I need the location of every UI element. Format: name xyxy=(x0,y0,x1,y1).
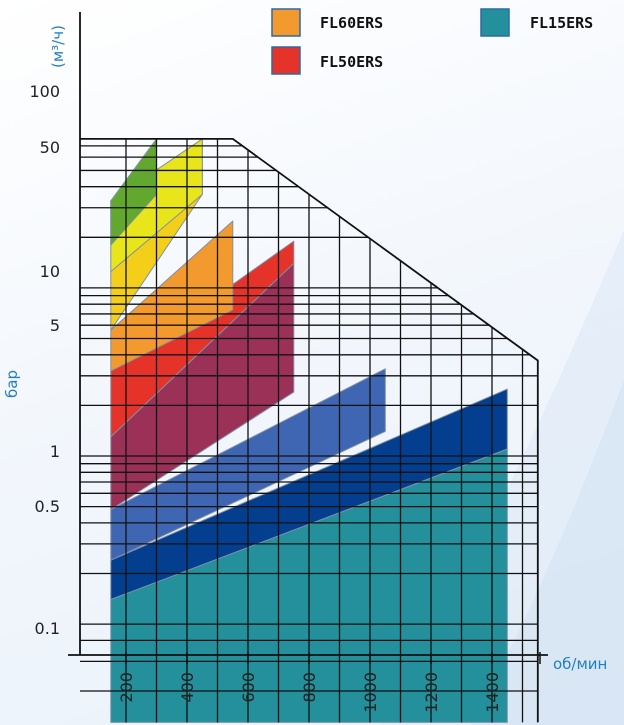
envelope-outline xyxy=(80,137,539,723)
legend-label-fl50ers: FL50ERS xyxy=(320,53,383,71)
axes xyxy=(68,12,548,664)
y-tick-labels: 0.1 0.5 1 5 10 50 100 xyxy=(29,82,60,638)
x-tick-label: 1200 xyxy=(422,672,441,713)
y-tick-label: 50 xyxy=(40,138,60,157)
legend-swatch-fl15ers xyxy=(480,8,510,37)
y-axis-label: бар xyxy=(3,370,21,398)
x-tick-label: 400 xyxy=(178,672,197,703)
y-tick-label: 1 xyxy=(50,442,60,461)
y-tick-label: 0.1 xyxy=(35,619,60,638)
x-tick-label: 600 xyxy=(239,672,258,703)
x-tick-label: 1400 xyxy=(483,672,502,713)
x-tick-label: 200 xyxy=(117,672,136,703)
x-tick-label: 800 xyxy=(300,672,319,703)
background-swoosh-2 xyxy=(470,380,624,725)
x-tick-labels: 200 400 600 800 1000 1200 1400 xyxy=(117,652,502,713)
legend-swatch-fl50ers xyxy=(271,46,301,75)
legend-swatch-fl60ers xyxy=(271,8,301,37)
legend-label-fl15ers: FL15ERS xyxy=(530,14,593,32)
y-tick-label: 0.5 xyxy=(35,497,60,516)
legend-label-fl60ers: FL60ERS xyxy=(320,14,383,32)
grid xyxy=(80,137,539,723)
x-tick-label: 1000 xyxy=(361,672,380,713)
x-unit-label: об/мин xyxy=(553,655,607,673)
legend: FL60ERS FL50ERS FL15ERS xyxy=(271,8,593,75)
y-unit-label: (м³/ч) xyxy=(49,25,67,68)
y-tick-label: 5 xyxy=(50,316,60,335)
y-tick-label: 10 xyxy=(40,262,60,281)
y-tick-label: 100 xyxy=(29,82,60,101)
